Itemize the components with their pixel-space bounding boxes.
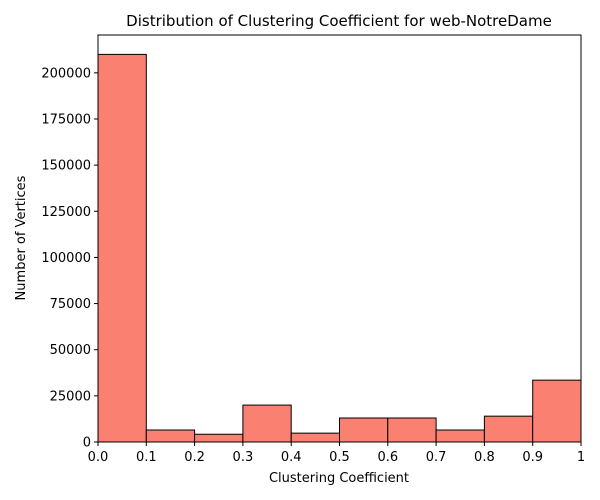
y-tick-label-5: 125000 — [41, 205, 91, 220]
x-tick-label-6: 0.6 — [377, 450, 398, 465]
x-tick-label-3: 0.3 — [233, 450, 254, 465]
bars-group — [97, 53, 582, 443]
x-axis-label: Clustering Coefficient — [269, 471, 409, 486]
y-tick-label-7: 175000 — [41, 112, 91, 127]
histogram-bar-4 — [290, 432, 341, 443]
histogram-bar-5 — [339, 417, 389, 443]
histogram-bar-2 — [194, 433, 244, 443]
chart-title: Distribution of Clustering Coefficient f… — [126, 12, 552, 30]
y-tick-label-4: 100000 — [41, 251, 91, 266]
histogram-bar-3 — [242, 404, 292, 443]
histogram-bar-9 — [532, 379, 582, 443]
histogram-bar-7 — [435, 429, 485, 443]
histogram-bar-1 — [145, 429, 196, 443]
x-tick-label-9: 0.9 — [522, 450, 543, 465]
x-tick-label-0: 0.0 — [88, 450, 109, 465]
x-tick-label-2: 0.2 — [184, 450, 205, 465]
y-tick-label-6: 150000 — [41, 159, 91, 174]
x-tick-label-1: 0.1 — [136, 450, 157, 465]
y-tick-label-2: 50000 — [50, 343, 91, 358]
y-tick-label-8: 200000 — [41, 66, 91, 81]
histogram-bar-6 — [387, 417, 437, 443]
x-tick-label-10: 1 — [577, 450, 585, 465]
histogram-bar-8 — [483, 415, 534, 443]
x-tick-label-8: 0.8 — [474, 450, 495, 465]
y-tick-label-1: 25000 — [50, 389, 91, 404]
x-tick-label-5: 0.5 — [329, 450, 350, 465]
x-axis-ticks: 0.0 0.1 0.2 0.3 0.4 0.5 0.6 0.7 0.8 0.9 1 — [88, 442, 585, 465]
y-axis-label: Number of Vertices — [14, 175, 29, 300]
y-tick-label-0: 0 — [83, 436, 91, 451]
x-tick-label-7: 0.7 — [426, 450, 447, 465]
y-tick-label-3: 75000 — [50, 297, 91, 312]
histogram-bar-0 — [97, 53, 147, 443]
x-tick-label-4: 0.4 — [281, 450, 302, 465]
y-axis-ticks: 0 25000 50000 75000 100000 125000 150000 175000… — [41, 66, 98, 451]
plot-frame — [97, 34, 582, 443]
